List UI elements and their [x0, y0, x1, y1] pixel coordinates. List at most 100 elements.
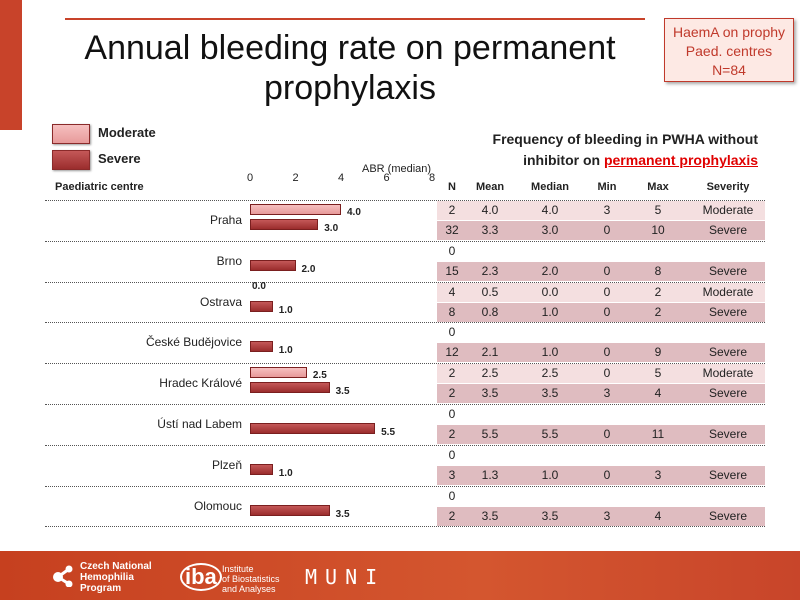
x-axis-label: ABR (median) — [362, 163, 432, 175]
table-cell: Severe — [708, 263, 748, 278]
table-header: Max — [647, 181, 669, 193]
category-label: Ústí nad Labem — [157, 417, 242, 431]
table-cell: 2 — [654, 304, 662, 319]
bar-severe — [250, 463, 273, 475]
table-cell: 0 — [448, 243, 456, 258]
data-label: 1.0 — [278, 345, 293, 357]
table-cell: Moderate — [702, 366, 754, 381]
table-header: N — [448, 181, 456, 193]
table-cell: 1.3 — [481, 467, 499, 482]
group-separator — [45, 404, 765, 405]
table-cell: Severe — [708, 345, 748, 360]
group-separator — [45, 363, 765, 365]
group-separator — [45, 444, 765, 446]
table-row: 0 — [437, 405, 765, 424]
info-badge: HaemA on prophy Paed. centres N=84 — [664, 18, 794, 82]
table-cell: 2.5 — [541, 366, 559, 381]
data-label: 2.5 — [312, 370, 327, 382]
table-cell: 3.3 — [481, 223, 499, 237]
table-cell: 4 — [448, 284, 456, 299]
table-cell: 4.0 — [481, 203, 499, 217]
table-row: 2 2.5 2.5 0 5 Moderate — [437, 364, 765, 384]
x-tick-label: 6 — [383, 172, 390, 184]
table-cell: 3 — [448, 467, 456, 482]
bar-severe — [250, 382, 330, 394]
table-cell: 3.5 — [481, 508, 499, 523]
table-cell: 4 — [654, 508, 662, 523]
data-label: 0.0 — [252, 280, 266, 292]
group-separator — [45, 281, 765, 283]
table-row: 2 5.5 5.5 0 11 Severe — [437, 425, 765, 444]
table-cell: 3 — [603, 203, 611, 217]
table-cell: Severe — [708, 223, 748, 237]
iba-logo: iba — [180, 563, 222, 591]
x-tick-label: 8 — [428, 172, 436, 184]
category-label: Brno — [216, 253, 242, 268]
table-cell: 2 — [448, 508, 456, 523]
table-cell: 2.0 — [541, 263, 559, 278]
group-separator — [45, 485, 765, 487]
table-cell: 2.1 — [481, 345, 499, 360]
table-row: 15 2.3 2.0 0 8 Severe — [437, 261, 765, 281]
table-cell: 2 — [448, 427, 456, 441]
category-label: Plzeň — [211, 457, 242, 472]
badge-line: Paed. centres — [685, 43, 773, 59]
page-title: Annual bleeding rate on permanent prophy… — [84, 29, 616, 107]
table-cell: Severe — [708, 304, 748, 319]
category-label: České Budějovice — [145, 335, 242, 350]
table-cell: 0.8 — [481, 304, 499, 319]
accent-bar — [0, 0, 22, 130]
table-cell: 5 — [654, 203, 662, 217]
bar-severe — [250, 259, 296, 271]
table-cell: 3 — [603, 508, 611, 523]
group-separator — [45, 322, 765, 324]
table-row: 0 — [437, 241, 765, 261]
bar-moderate — [250, 367, 307, 379]
data-label: 3.5 — [335, 508, 350, 520]
table-cell: 3 — [603, 386, 611, 401]
table-title-text: Frequency of bleeding in PWHA without in… — [492, 131, 758, 168]
group-separator — [45, 240, 765, 242]
bar-severe — [250, 423, 376, 434]
table-header: Median — [531, 181, 569, 193]
muni-logo: MUNI — [305, 565, 386, 589]
table-row: 2 4.0 4.0 3 5 Moderate — [437, 201, 765, 220]
table-cell: 0 — [448, 488, 456, 503]
table-cell: Severe — [708, 427, 748, 441]
data-label: 1.0 — [278, 304, 293, 316]
table-cell: 2 — [654, 284, 662, 299]
table-header: Min — [597, 181, 617, 193]
table-row: 2 3.5 3.5 3 4 Severe — [437, 506, 765, 526]
bar-severe — [250, 504, 330, 516]
table-cell: 0 — [603, 467, 611, 482]
table-cell: 10 — [651, 223, 665, 237]
badge-line: HaemA on prophy — [672, 24, 786, 40]
table-cell: 1.0 — [541, 467, 559, 482]
table-cell: 5.5 — [541, 427, 559, 441]
table-cell: 2.5 — [481, 366, 499, 381]
table-cell: 0 — [603, 223, 611, 237]
x-tick-label: 4 — [337, 172, 345, 184]
table-cell: 3.5 — [541, 508, 559, 523]
table-cell: Severe — [708, 386, 748, 401]
badge-line: N=84 — [712, 62, 746, 78]
table-cell: 2 — [448, 386, 456, 401]
table-cell: 0.5 — [481, 284, 499, 299]
table-cell: 1.0 — [541, 304, 559, 319]
table-cell: 2.3 — [481, 263, 499, 278]
table-cell: 3 — [654, 467, 662, 482]
table-cell: 0.0 — [541, 284, 559, 299]
table-cell: 12 — [445, 345, 459, 360]
table-cell: Moderate — [702, 203, 754, 217]
x-tick-label: 2 — [292, 172, 299, 184]
y-axis-label: Paediatric centre — [55, 181, 144, 193]
bar-severe — [250, 300, 273, 312]
data-label: 4.0 — [347, 207, 361, 218]
table-cell: 3.5 — [541, 386, 559, 401]
cnhp-logo-text: Czech National Hemophilia Program — [80, 561, 152, 594]
category-label: Hradec Králové — [159, 376, 242, 391]
data-label: 3.0 — [324, 223, 339, 234]
table-cell: 0 — [603, 427, 611, 441]
table-row: 0 — [437, 445, 765, 465]
table-cell: 0 — [448, 407, 456, 421]
